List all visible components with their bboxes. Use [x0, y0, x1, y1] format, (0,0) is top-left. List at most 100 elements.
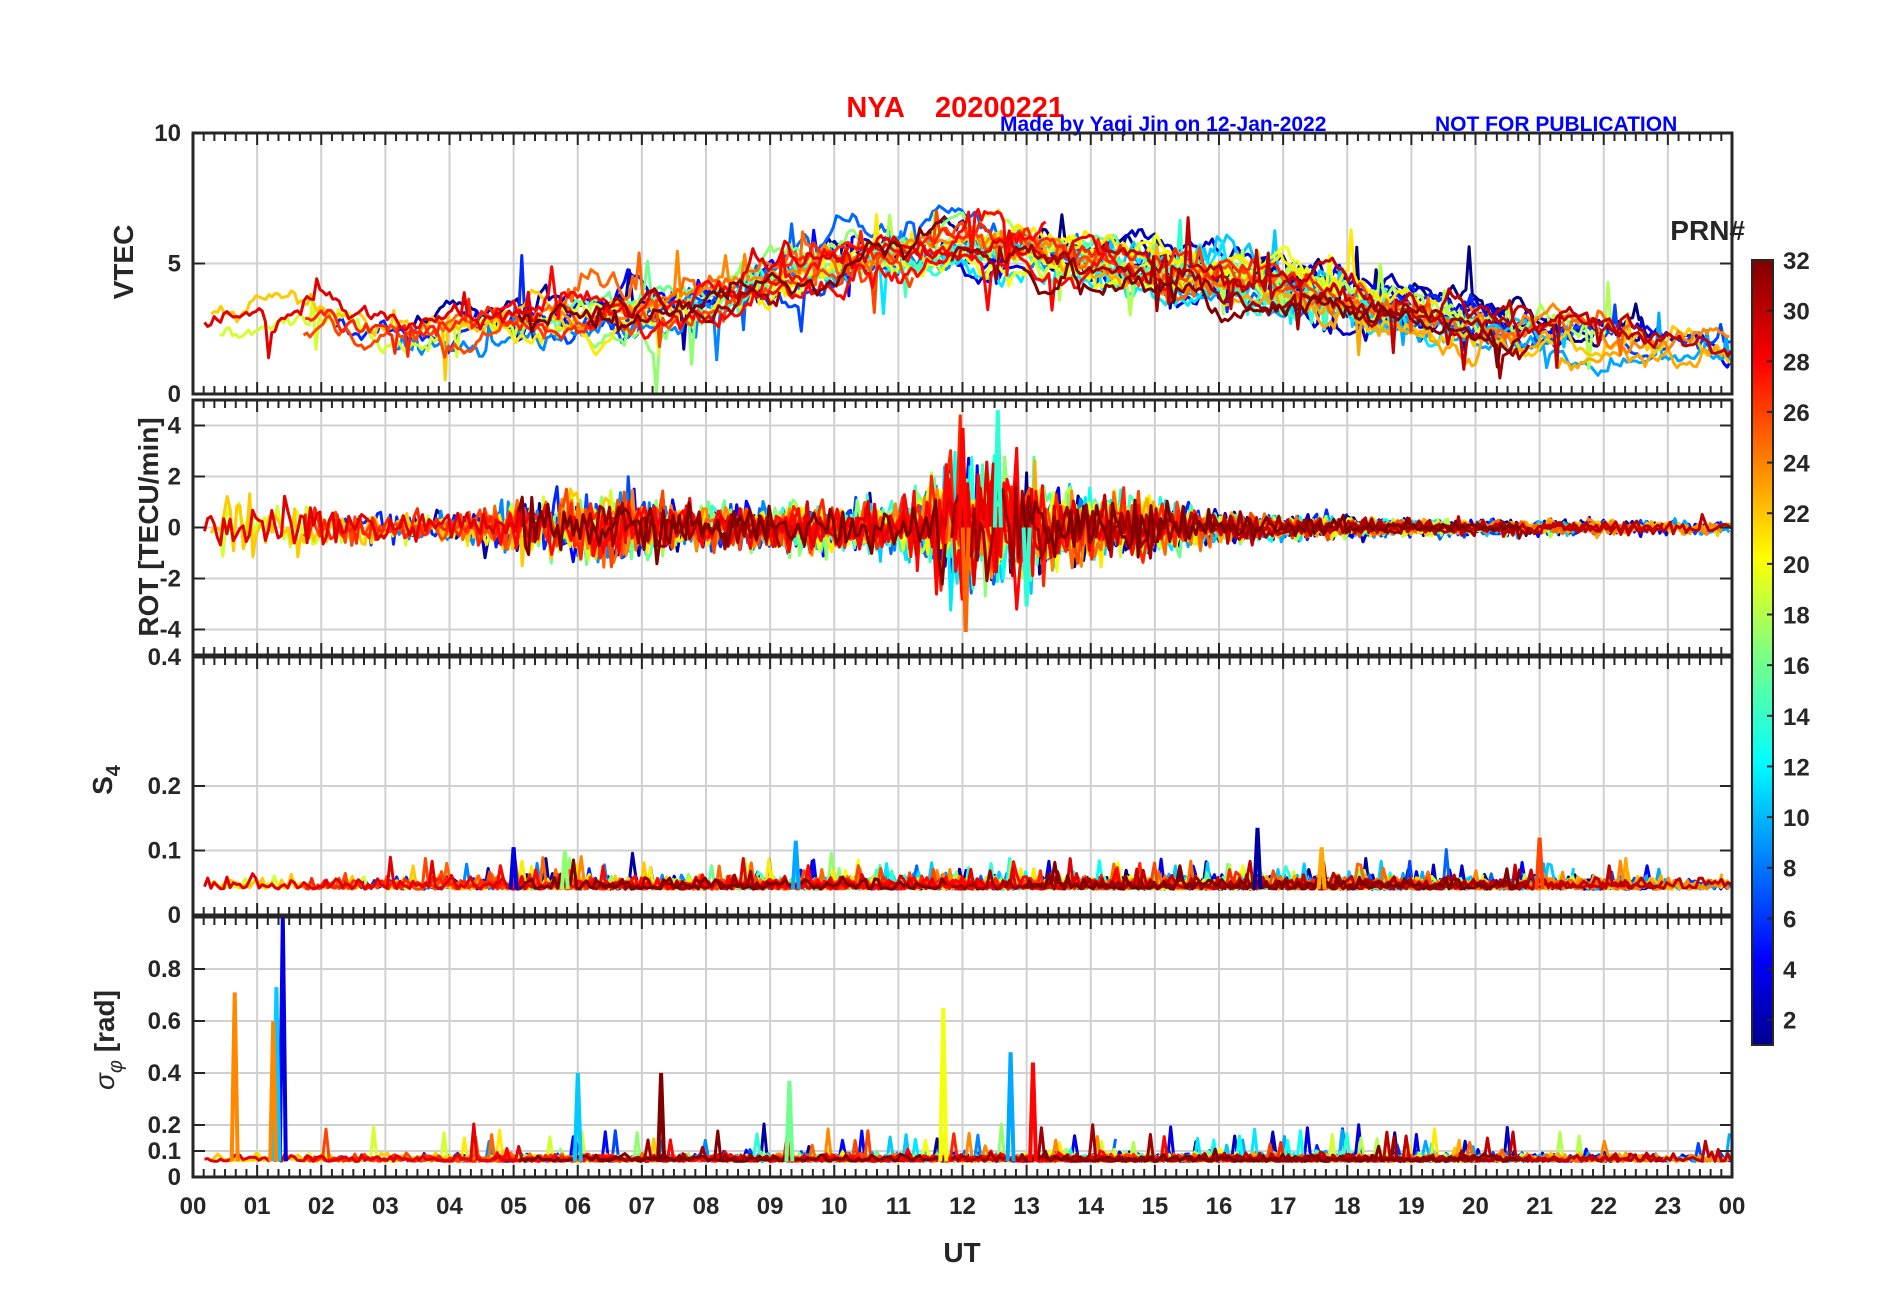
prn-series-line: [203, 277, 543, 360]
credit-text: Made by Yaqi Jin on 12-Jan-2022: [1000, 113, 1326, 136]
y-tick-label: 4: [168, 413, 182, 440]
grid-lines: [192, 917, 1733, 1178]
x-tick-label: 22: [1590, 1193, 1617, 1220]
colorbar-tick-label: 14: [1783, 704, 1810, 731]
sigma-phi-axis-label: σφ [rad]: [89, 990, 127, 1090]
prn-series-line: [517, 214, 947, 334]
x-tick-label: 17: [1270, 1193, 1297, 1220]
peak-marks: [229, 917, 1038, 1162]
prn-series-line: [203, 494, 543, 547]
peak-line: [277, 917, 288, 1162]
prn-series-line: [204, 1122, 543, 1163]
colorbar-tick-label: 20: [1783, 552, 1810, 579]
peak-line: [508, 847, 519, 890]
x-tick-label: 03: [372, 1193, 399, 1220]
x-tick-label: 10: [821, 1193, 848, 1220]
prn-series-line: [1021, 498, 1521, 559]
y-tick-label: 0.6: [148, 1008, 181, 1035]
prn-series-group: [203, 414, 1732, 612]
prn-series-line: [716, 229, 1103, 300]
colorbar-tick-label: 4: [1783, 957, 1797, 984]
x-tick-label: 12: [949, 1193, 976, 1220]
y-tick-label: 0.2: [148, 773, 181, 800]
x-tick-label: 11: [886, 1193, 911, 1220]
peak-line: [1021, 527, 1032, 607]
x-tick-label: 23: [1655, 1193, 1682, 1220]
peak-line: [957, 427, 968, 528]
prn-series-line: [585, 287, 781, 326]
prn-series-line: [1468, 302, 1730, 355]
sigma-phi-panel: 00.10.2 0.4 0.6 0.8: [148, 915, 1734, 1191]
colorbar-tick-label: 28: [1783, 349, 1810, 376]
colorbar-tick-label: 26: [1783, 400, 1810, 427]
x-tick-label: 00: [180, 1193, 207, 1220]
y-tick-label: 0: [168, 381, 181, 408]
peak-line: [992, 410, 1003, 528]
x-tick-label: 09: [757, 1193, 784, 1220]
y-tick-label: 0.8: [148, 956, 181, 983]
colorbar-tick-label: 30: [1783, 299, 1810, 326]
title-date: 20200221: [935, 92, 1064, 124]
prn-series-line: [1210, 248, 1732, 358]
vtec-axis-label: VTEC: [108, 225, 139, 300]
x-axis-tick-labels: 00 01 02 03 04 05 06 07 08 09 10 11 12 13 14 15 16 17 18 19…: [180, 1193, 1746, 1220]
colorbar-tick-label: 12: [1783, 754, 1810, 781]
x-tick-label: 00: [1719, 1193, 1746, 1220]
title-station: NYA: [846, 92, 905, 124]
prn-series-group: [203, 848, 1732, 891]
notice-text: NOT FOR PUBLICATION: [1435, 113, 1677, 136]
x-tick-label: 18: [1334, 1193, 1361, 1220]
y-tick-label: 0: [168, 1164, 181, 1191]
peak-line: [790, 840, 801, 890]
prn-series-line: [304, 297, 608, 358]
x-axis-label: UT: [943, 1237, 980, 1268]
peak-line: [1028, 1062, 1038, 1162]
colorbar-tick-label: 2: [1783, 1008, 1796, 1035]
y-tick-label: 0.2: [148, 1112, 181, 1139]
peak-line: [784, 1080, 795, 1162]
x-tick-label: 08: [693, 1193, 720, 1220]
colorbar-tick-label: 18: [1783, 603, 1810, 630]
x-tick-label: 06: [564, 1193, 591, 1220]
peak-marks: [957, 410, 1032, 633]
colorbar-tick-label: 8: [1783, 856, 1796, 883]
prn-series-line: [773, 221, 1327, 296]
peak-marks: [508, 827, 1545, 890]
x-ticks: [192, 917, 1733, 1178]
colorbar-tick-label: 10: [1783, 805, 1810, 832]
y-tick-label: -2: [160, 566, 181, 593]
peak-line: [1005, 1052, 1016, 1162]
prn-series-line: [517, 495, 947, 586]
y-tick-label: 0: [168, 515, 181, 542]
y-tick-label: 10: [154, 120, 181, 147]
peak-line: [229, 992, 240, 1162]
y-tick-label: 2: [168, 464, 181, 491]
prn-series-line: [1021, 1144, 1520, 1163]
colorbar-tick-label: 32: [1783, 248, 1810, 275]
colorbar-gradient: [1751, 259, 1774, 1046]
peak-line: [268, 1020, 279, 1162]
prn-series-line: [951, 861, 1531, 891]
peak-line: [559, 850, 570, 890]
peak-line: [1534, 837, 1545, 890]
x-tick-label: 01: [244, 1193, 271, 1220]
x-tick-label: 15: [1142, 1193, 1169, 1220]
peak-line: [656, 1072, 667, 1162]
y-tick-label: 5: [168, 251, 181, 278]
y-tick-label: 0.4: [148, 1060, 182, 1087]
prn-series-line: [518, 858, 947, 891]
svg-text:σφ [rad]: σφ [rad]: [89, 990, 127, 1090]
y-tick-label: -4: [160, 617, 182, 644]
x-tick-label: 13: [1013, 1193, 1040, 1220]
y-tick-label: 0.4: [148, 644, 182, 671]
y-tick-label: 0.1: [148, 1138, 181, 1165]
prn-series-line: [492, 208, 1047, 321]
prn-series-line: [1022, 260, 1521, 369]
colorbar-tick-label: 24: [1783, 451, 1810, 478]
prn-series-line: [518, 1129, 947, 1163]
prn-series-line: [950, 243, 1531, 380]
x-tick-label: 14: [1077, 1193, 1104, 1220]
x-tick-label: 16: [1206, 1193, 1233, 1220]
